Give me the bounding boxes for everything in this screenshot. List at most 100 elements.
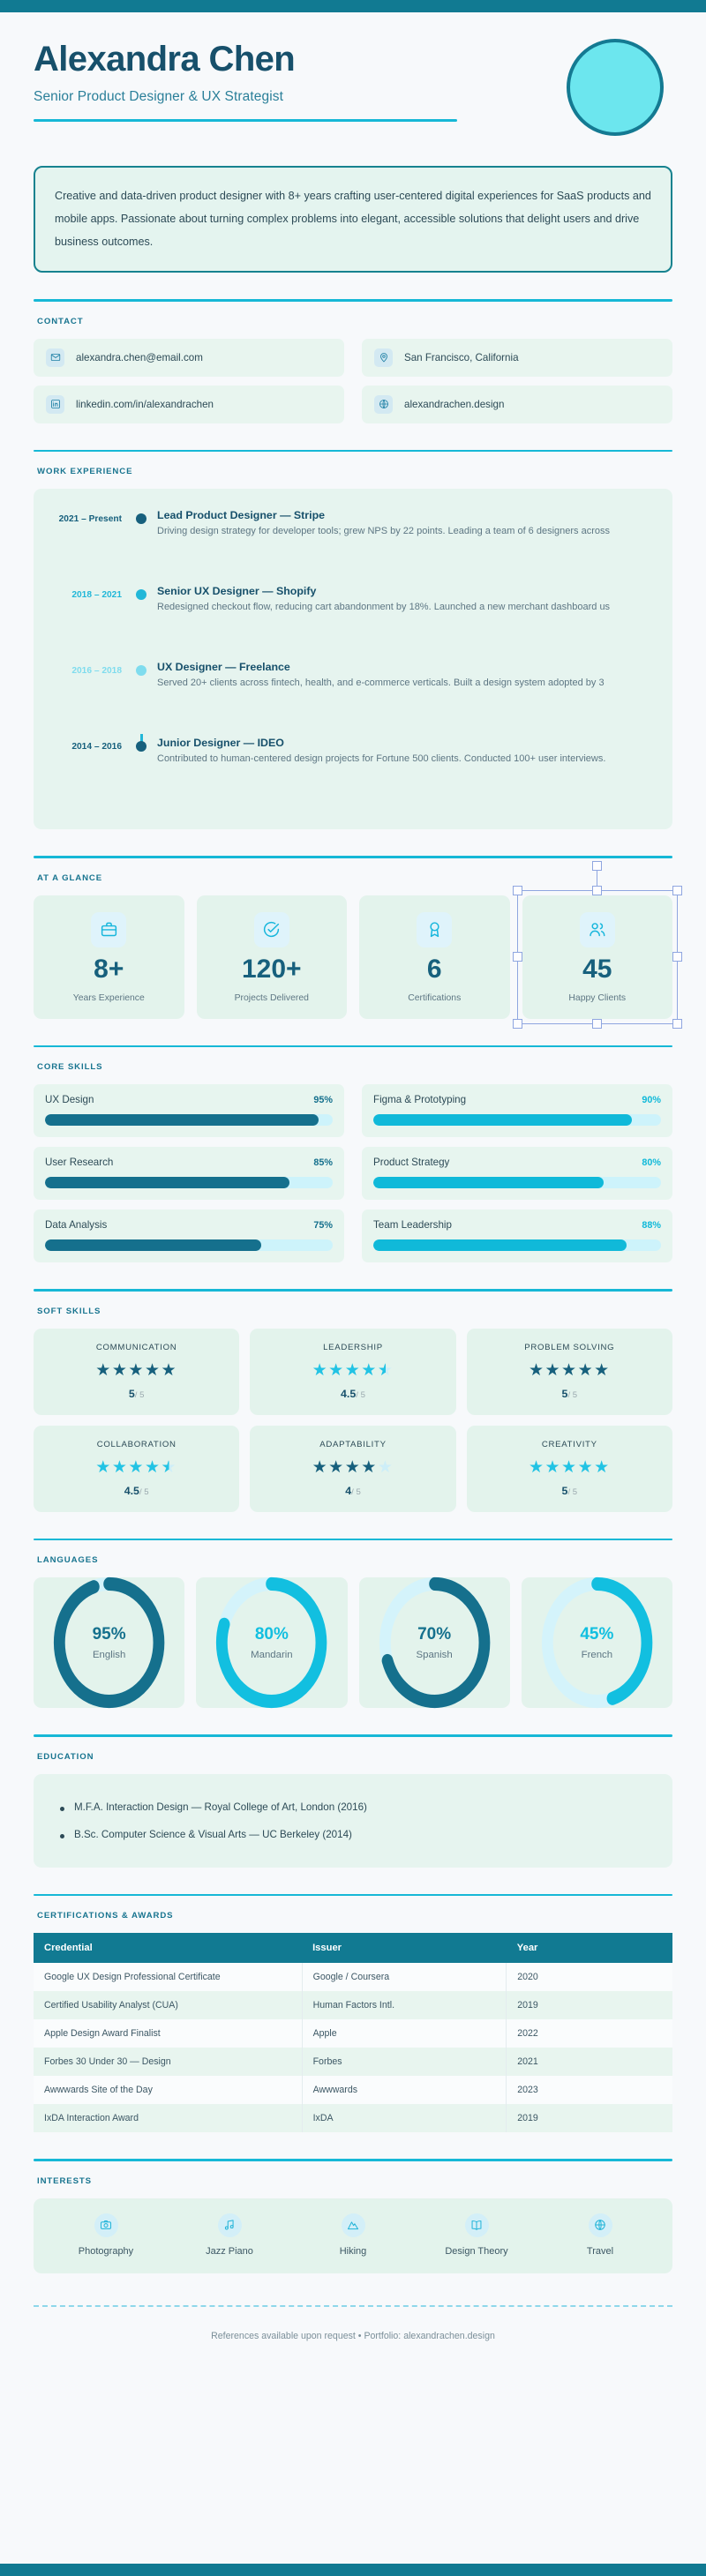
star-icon: ★ — [128, 1360, 145, 1380]
soft-skill-card[interactable]: COMMUNICATION ★★★★★ 5/ 5 — [34, 1328, 240, 1415]
table-row[interactable]: Awwwards Site of the Day Awwwards 2023 — [34, 2076, 672, 2105]
language-label-group: 45% French — [580, 1626, 613, 1660]
table-row[interactable]: Certified Usability Analyst (CUA) Human F… — [34, 1991, 672, 2020]
soft-skill-card[interactable]: CREATIVITY ★★★★★ 5/ 5 — [466, 1425, 672, 1512]
education-item: M.F.A. Interaction Design — Royal Colleg… — [56, 1793, 650, 1821]
star-icon: ★ — [594, 1457, 611, 1477]
section-soft-skills: SOFT SKILLS COMMUNICATION ★★★★★ 5/ 5 LEADER… — [34, 1289, 672, 1512]
stat-card[interactable]: 8+ Years Experience — [34, 895, 184, 1019]
education-card: M.F.A. Interaction Design — Royal Colleg… — [34, 1773, 672, 1868]
header: Alexandra Chen Senior Product Designer &… — [34, 12, 672, 141]
section-core-skills: CORE SKILLS UX Design 95% Figma & Prototyp… — [34, 1045, 672, 1263]
stat-card[interactable]: 120+ Projects Delivered — [196, 895, 347, 1019]
interest-item[interactable]: Travel — [538, 2213, 662, 2257]
contact-item[interactable]: alexandrachen.design — [362, 385, 672, 423]
table-row[interactable]: IxDA Interaction Award IxDA 2019 — [34, 2104, 672, 2133]
section-divider — [34, 856, 672, 858]
interest-item[interactable]: Hiking — [291, 2213, 415, 2257]
section-education: EDUCATION M.F.A. Interaction Design — Ro… — [34, 1734, 672, 1868]
interest-item[interactable]: Jazz Piano — [168, 2213, 291, 2257]
globe-icon — [588, 2213, 612, 2237]
resize-handle-bottom-left[interactable] — [512, 1018, 522, 1029]
resize-handle-top-center[interactable] — [592, 885, 603, 895]
table-cell: Forbes 30 Under 30 — Design — [34, 2048, 303, 2077]
table-row[interactable]: Forbes 30 Under 30 — Design Forbes 2021 — [34, 2048, 672, 2077]
skill-item[interactable]: Figma & Prototyping 90% — [362, 1084, 672, 1138]
table-cell: Apple Design Award Finalist — [34, 2019, 303, 2048]
section-divider — [34, 1289, 672, 1292]
work-dates: 2018 – 2021 — [71, 590, 122, 601]
camera-icon — [94, 2213, 118, 2237]
score-denominator: / 5 — [139, 1486, 149, 1497]
skill-item[interactable]: Product Strategy 80% — [362, 1147, 672, 1201]
contact-value: San Francisco, California — [404, 351, 519, 363]
skill-progress-track — [45, 1177, 333, 1189]
language-donut-chart — [368, 1577, 501, 1709]
soft-skill-card[interactable]: PROBLEM SOLVING ★★★★★ 5/ 5 — [466, 1328, 672, 1415]
table-cell: 2020 — [517, 1972, 538, 1983]
skill-name: Data Analysis — [45, 1219, 108, 1232]
soft-skill-score: 5/ 5 — [474, 1388, 665, 1400]
header-underline — [34, 119, 457, 123]
resize-handle-middle-right[interactable] — [672, 952, 682, 962]
work-timeline-item[interactable]: 2016 – 2018 UX Designer — Freelance Served… — [34, 658, 672, 734]
language-card[interactable]: 70% Spanish — [358, 1577, 510, 1709]
resize-handle-middle-left[interactable] — [512, 952, 522, 962]
stat-card[interactable]: 45 Happy Clients — [512, 860, 682, 1029]
work-timeline-item[interactable]: 2021 – Present Lead Product Designer — St… — [34, 506, 672, 582]
skill-percent: 85% — [313, 1157, 333, 1169]
contact-item[interactable]: linkedin.com/in/alexandrachen — [34, 385, 344, 423]
table-column-header[interactable]: Credential — [34, 1933, 303, 1964]
resize-handle-top-right[interactable] — [672, 885, 682, 895]
soft-skill-card[interactable]: COLLABORATION ★★★★★ 4.5/ 5 — [34, 1425, 240, 1512]
table-row[interactable]: Google UX Design Professional Certificat… — [34, 1963, 672, 1992]
star-icon: ★ — [577, 1457, 595, 1477]
skill-progress-fill — [45, 1114, 319, 1127]
language-card[interactable]: 80% Mandarin — [196, 1577, 348, 1709]
score-value: 4.5 — [341, 1387, 357, 1400]
skill-item[interactable]: UX Design 95% — [34, 1084, 344, 1138]
soft-skill-card[interactable]: ADAPTABILITY ★★★★★ 4/ 5 — [250, 1425, 456, 1512]
resize-handle-top-left[interactable] — [512, 885, 522, 895]
interest-item[interactable]: Photography — [44, 2213, 168, 2257]
soft-skill-card[interactable]: LEADERSHIP ★★★★★ 4.5/ 5 — [250, 1328, 456, 1415]
skill-progress-track — [45, 1239, 333, 1252]
skill-item[interactable]: Data Analysis 75% — [34, 1209, 344, 1263]
timeline-line — [140, 734, 143, 747]
page-title: Alexandra Chen — [34, 40, 296, 79]
stat-card[interactable]: 6 Certifications — [359, 895, 510, 1019]
score-denominator: / 5 — [134, 1389, 145, 1400]
table-column-header[interactable]: Year — [506, 1933, 672, 1964]
table-column-header[interactable]: Issuer — [302, 1933, 507, 1964]
language-card[interactable]: 45% French — [521, 1577, 672, 1709]
table-cell: Forbes — [302, 2048, 507, 2077]
resize-handle-bottom-center[interactable] — [592, 1018, 603, 1029]
section-languages: LANGUAGES 95% English 80% Mandarin 70% Spanis… — [34, 1538, 672, 1709]
star-rating: ★★★★★ — [474, 1459, 665, 1476]
skill-item[interactable]: User Research 85% — [34, 1147, 344, 1201]
star-icon: ★ — [361, 1360, 378, 1380]
resize-handle-bottom-right[interactable] — [672, 1018, 682, 1029]
interest-item[interactable]: Design Theory — [415, 2213, 538, 2257]
rotation-handle[interactable] — [592, 860, 603, 871]
header-text-group: Alexandra Chen Senior Product Designer &… — [34, 32, 567, 123]
work-timeline-item[interactable]: 2018 – 2021 Senior UX Designer — Shopify R… — [34, 582, 672, 658]
section-divider — [34, 1045, 672, 1048]
skill-header: User Research 85% — [45, 1157, 333, 1168]
table-cell: Human Factors Intl. — [302, 1991, 507, 2020]
skill-name: Product Strategy — [373, 1157, 450, 1169]
soft-skill-score: 4/ 5 — [257, 1485, 448, 1497]
star-icon: ★ — [594, 1360, 611, 1380]
soft-skill-name: CREATIVITY — [541, 1439, 597, 1449]
contact-item[interactable]: alexandra.chen@email.com — [34, 338, 344, 377]
skill-item[interactable]: Team Leadership 88% — [362, 1209, 672, 1263]
work-timeline-item[interactable]: 2014 – 2016 Junior Designer — IDEO Contrib… — [34, 734, 672, 810]
language-card[interactable]: 95% English — [34, 1577, 185, 1709]
star-icon: ★ — [111, 1457, 129, 1477]
table-row[interactable]: Apple Design Award Finalist Apple 2022 — [34, 2019, 672, 2048]
contact-item[interactable]: San Francisco, California — [362, 338, 672, 377]
work-dates: 2021 – Present — [58, 514, 122, 525]
contact-value: linkedin.com/in/alexandrachen — [76, 398, 214, 410]
work-dates: 2014 – 2016 — [71, 742, 122, 753]
table-cell: IxDA — [302, 2104, 507, 2133]
